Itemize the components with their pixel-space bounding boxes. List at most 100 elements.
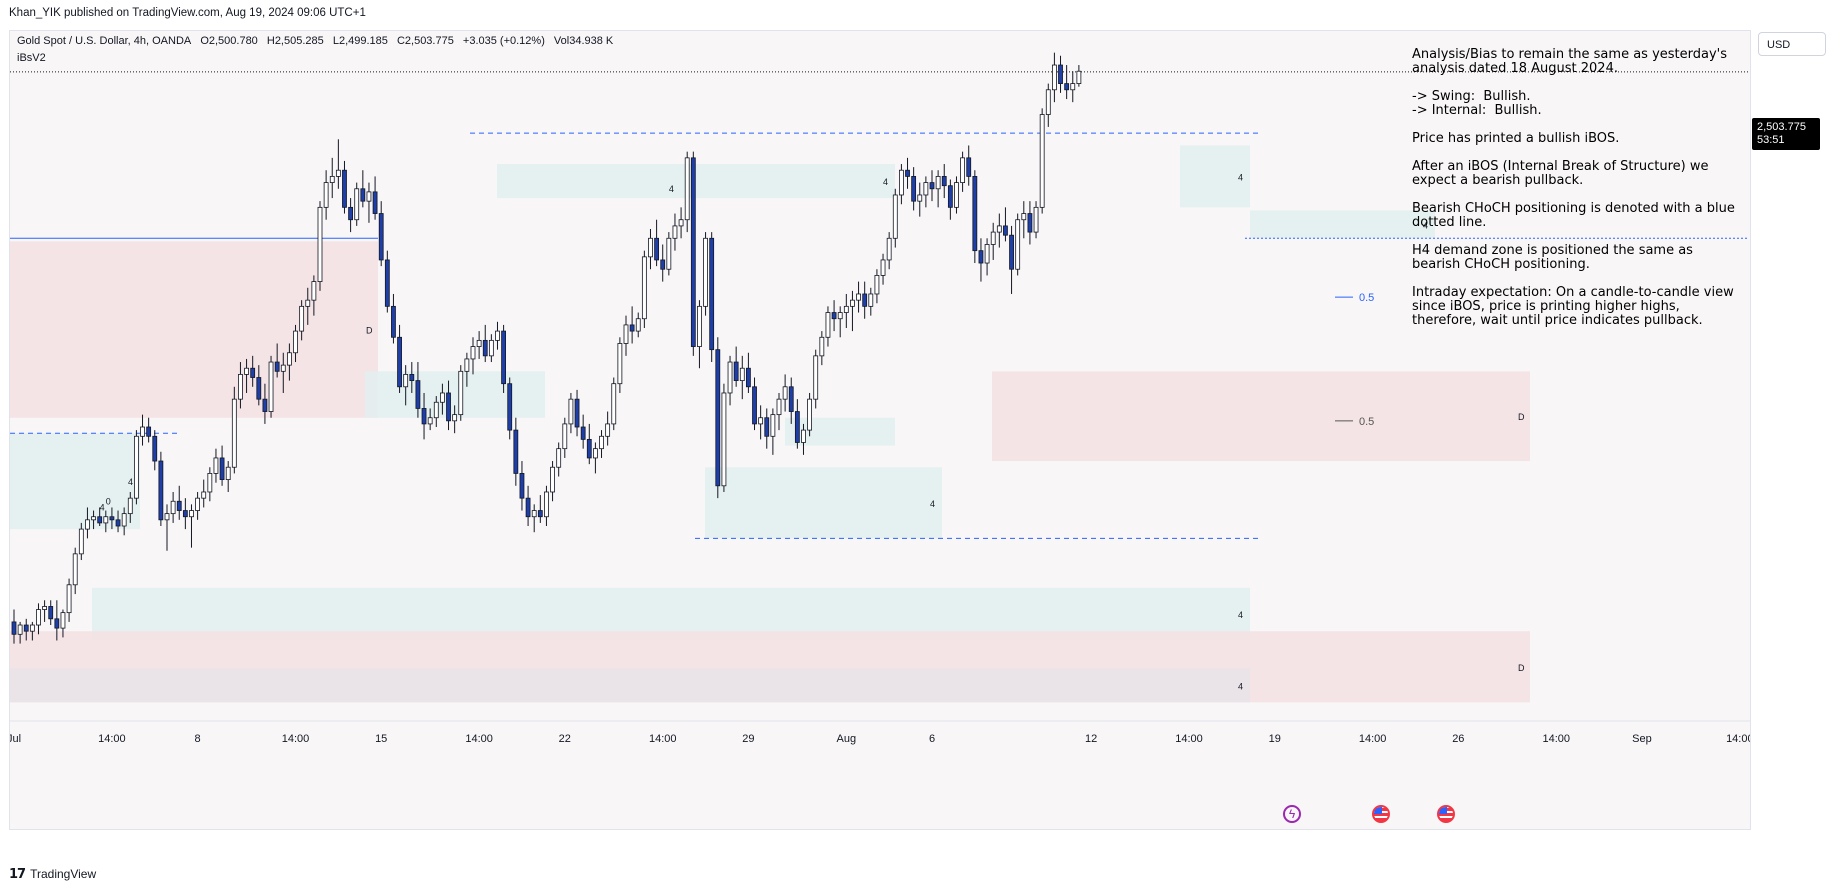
event-lightning-icon[interactable]: ϟ xyxy=(1283,805,1301,823)
bear-candle xyxy=(176,500,182,511)
bull-candle xyxy=(556,448,562,468)
bear-candle xyxy=(372,191,378,214)
bull-candle xyxy=(238,374,243,400)
bull-candle xyxy=(495,330,500,341)
bull-candle xyxy=(72,553,78,586)
bull-candle xyxy=(78,528,84,555)
bull-candle xyxy=(776,398,782,416)
x-tick-label: 8 xyxy=(195,733,201,745)
bull-candle xyxy=(813,355,819,400)
bull-candle xyxy=(721,392,727,487)
bear-candle xyxy=(256,377,262,400)
zone-label: 4 xyxy=(1423,220,1428,230)
analysis-notes: Analysis/Bias to remain the same as yest… xyxy=(1412,48,1742,328)
candlestick-chart[interactable]: D44444D4D40.50.54042,300.0002,310.0002,3… xyxy=(10,31,1750,829)
bear-candle xyxy=(1003,225,1008,236)
bull-candle xyxy=(286,352,292,366)
x-tick-label: Jul xyxy=(10,733,21,745)
bull-candle xyxy=(843,305,849,313)
x-tick-label: 14:00 xyxy=(1726,733,1750,745)
bull-candle xyxy=(189,510,194,518)
supply-zone xyxy=(992,371,1530,462)
bull-candle xyxy=(476,339,482,347)
bull-candle xyxy=(91,516,96,521)
bull-candle xyxy=(568,398,574,425)
zone-label: D xyxy=(366,326,373,336)
bear-candle xyxy=(580,426,586,440)
bear-candle xyxy=(586,438,592,459)
currency-selector[interactable]: USD xyxy=(1758,32,1826,56)
bear-candle xyxy=(384,259,390,307)
bull-candle xyxy=(917,194,923,202)
chart-area[interactable]: D44444D4D40.50.54042,300.0002,310.0002,3… xyxy=(9,30,1751,830)
analysis-line: Analysis/Bias to remain the same as yest… xyxy=(1412,47,1732,76)
bull-candle xyxy=(170,500,176,515)
analysis-line: Intraday expectation: On a candle-to-can… xyxy=(1412,285,1738,328)
x-tick-label: 14:00 xyxy=(1359,733,1387,745)
tradingview-wordmark: TradingView xyxy=(30,867,97,881)
bull-candle xyxy=(488,339,494,357)
bear-candle xyxy=(831,312,837,320)
bear-candle xyxy=(519,473,525,499)
bull-candle xyxy=(213,457,219,474)
bear-candle xyxy=(219,457,225,481)
bull-candle xyxy=(874,275,880,295)
bull-candle xyxy=(427,417,433,425)
bull-candle xyxy=(819,336,825,357)
bull-candle xyxy=(666,237,672,270)
current-price: 2,503.775 xyxy=(1757,121,1806,133)
bull-candle xyxy=(954,182,959,208)
bull-candle xyxy=(593,448,598,459)
bull-candle xyxy=(268,361,274,412)
ohlc-low: L2,499.185 xyxy=(332,35,388,47)
bull-candle xyxy=(29,624,35,632)
zone-label: 4 xyxy=(1238,681,1243,691)
x-tick-label: 14:00 xyxy=(282,733,310,745)
fib-label: 0.5 xyxy=(1359,292,1374,304)
bull-candle xyxy=(880,259,886,276)
zone-label: 4 xyxy=(1238,610,1243,620)
symbol-title[interactable]: Gold Spot / U.S. Dollar, 4h, OANDA xyxy=(17,35,192,47)
bear-candle xyxy=(446,392,451,422)
bull-candle xyxy=(66,584,72,614)
demand-zone xyxy=(1180,145,1250,208)
bull-candle xyxy=(641,256,647,320)
bull-candle xyxy=(17,624,23,635)
bear-candle xyxy=(905,169,910,177)
tradingview-logo-icon: 𝟭𝟳 xyxy=(9,866,26,881)
x-tick-label: 12 xyxy=(1085,733,1097,745)
bull-candle xyxy=(739,367,745,382)
bull-candle xyxy=(617,343,623,385)
bull-candle xyxy=(85,519,90,530)
bull-candle xyxy=(293,330,298,354)
current-price-label: 2,503.775 53:51 xyxy=(1752,118,1820,150)
bear-candle xyxy=(378,213,384,261)
bear-candle xyxy=(929,182,935,190)
bear-candle xyxy=(501,330,507,385)
bull-candle xyxy=(207,473,213,493)
bull-candle xyxy=(825,312,831,338)
bull-candle xyxy=(121,513,127,527)
bear-candle xyxy=(629,324,635,332)
bull-candle xyxy=(244,367,249,375)
event-us-flag-icon[interactable] xyxy=(1437,805,1455,823)
bull-candle xyxy=(856,293,861,301)
bear-candle xyxy=(262,398,268,412)
bull-candle xyxy=(366,191,372,202)
event-us-flag-icon[interactable] xyxy=(1372,805,1390,823)
bull-candle xyxy=(60,612,66,629)
bull-candle xyxy=(323,182,329,208)
bull-candle xyxy=(801,429,806,443)
bull-candle xyxy=(1052,64,1057,91)
bear-candle xyxy=(109,516,115,521)
indicator-label[interactable]: iBsV2 xyxy=(17,52,46,64)
ohlc-high: H2,505.285 xyxy=(266,35,324,47)
bull-candle xyxy=(433,401,439,419)
bull-candle xyxy=(672,225,678,239)
bull-candle xyxy=(770,414,776,437)
tradingview-logo[interactable]: 𝟭𝟳 TradingView xyxy=(9,866,96,882)
bull-candle xyxy=(923,182,929,196)
bull-candle xyxy=(562,423,568,450)
bull-candle xyxy=(458,370,464,416)
bear-candle xyxy=(1058,64,1063,84)
